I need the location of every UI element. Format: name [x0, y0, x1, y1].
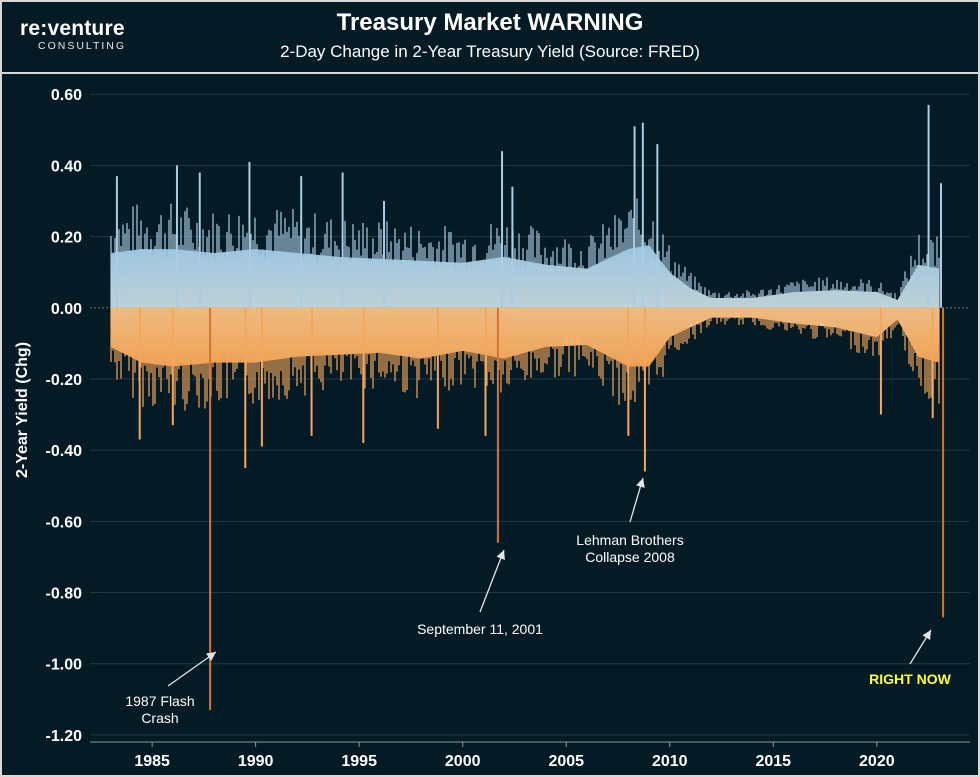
annotation-label: RIGHT NOW — [869, 671, 951, 687]
annotation-label: 1987 Flash Crash — [125, 693, 194, 726]
annotations: 1987 Flash Crash September 11, 2001 Lehman … — [125, 477, 952, 726]
annotation-line: September 11, 2001 — [417, 621, 543, 637]
annotation-label: Lehman Brothers Collapse 2008 — [576, 532, 683, 565]
y-tick-label: -1.20 — [46, 728, 83, 745]
y-tick-label: -0.60 — [46, 514, 83, 531]
x-tick-label: 2015 — [755, 753, 791, 770]
y-tick-label: -0.40 — [46, 443, 83, 460]
annotation-arrow-shaft — [167, 651, 217, 687]
annotation-line: Crash — [141, 710, 178, 726]
company-logo: re:venture CONSULTING — [20, 18, 126, 53]
annotation-line: Collapse 2008 — [585, 549, 675, 565]
chart-title: Treasury Market WARNING — [336, 9, 644, 36]
x-tick-label: 2010 — [652, 753, 688, 770]
annotation-arrow-shaft — [479, 549, 505, 613]
logo-subtext: CONSULTING — [38, 40, 127, 52]
y-tick-label: -0.20 — [46, 372, 83, 389]
annotation-line: RIGHT NOW — [869, 671, 951, 687]
chart-header: re:venture CONSULTING Treasury Market WA… — [2, 2, 978, 74]
x-tick-label: 1990 — [238, 753, 274, 770]
y-tick-label: 0.60 — [51, 87, 82, 104]
y-tick-label: 0.20 — [51, 230, 82, 247]
y-tick-label: -0.80 — [46, 586, 83, 603]
annotation-label: September 11, 2001 — [417, 621, 543, 637]
y-tick-label: -1.00 — [46, 657, 83, 674]
gridlines — [90, 93, 970, 736]
data-spikes — [115, 104, 945, 710]
chart-subtitle: 2-Day Change in 2-Year Treasury Yield (S… — [280, 42, 700, 61]
annotation-line: Lehman Brothers — [576, 532, 683, 548]
annotation-arrow-head — [922, 630, 931, 641]
x-tick-label: 1995 — [341, 753, 377, 770]
y-tick-label: 0.00 — [51, 301, 82, 318]
annotation-arrow-head — [496, 550, 505, 561]
annotation-arrow-head — [636, 478, 645, 488]
logo-wordmark: re:venture — [20, 17, 125, 40]
x-tick-label: 1985 — [134, 753, 170, 770]
axes: 0.60 0.40 0.20 0.00 -0.20 -0.40 -0.60 -0.80 -1.0… — [46, 87, 970, 770]
x-tick-label: 2000 — [445, 753, 481, 770]
annotation-line: 1987 Flash — [125, 693, 194, 709]
x-tick-label: 2005 — [548, 753, 584, 770]
x-tick-label: 2020 — [859, 753, 895, 770]
y-tick-label: 0.40 — [51, 158, 82, 175]
annotation-arrow-head — [206, 652, 216, 661]
data-bars — [110, 198, 940, 411]
y-axis-label: 2-Year Yield (Chg) — [14, 342, 31, 478]
